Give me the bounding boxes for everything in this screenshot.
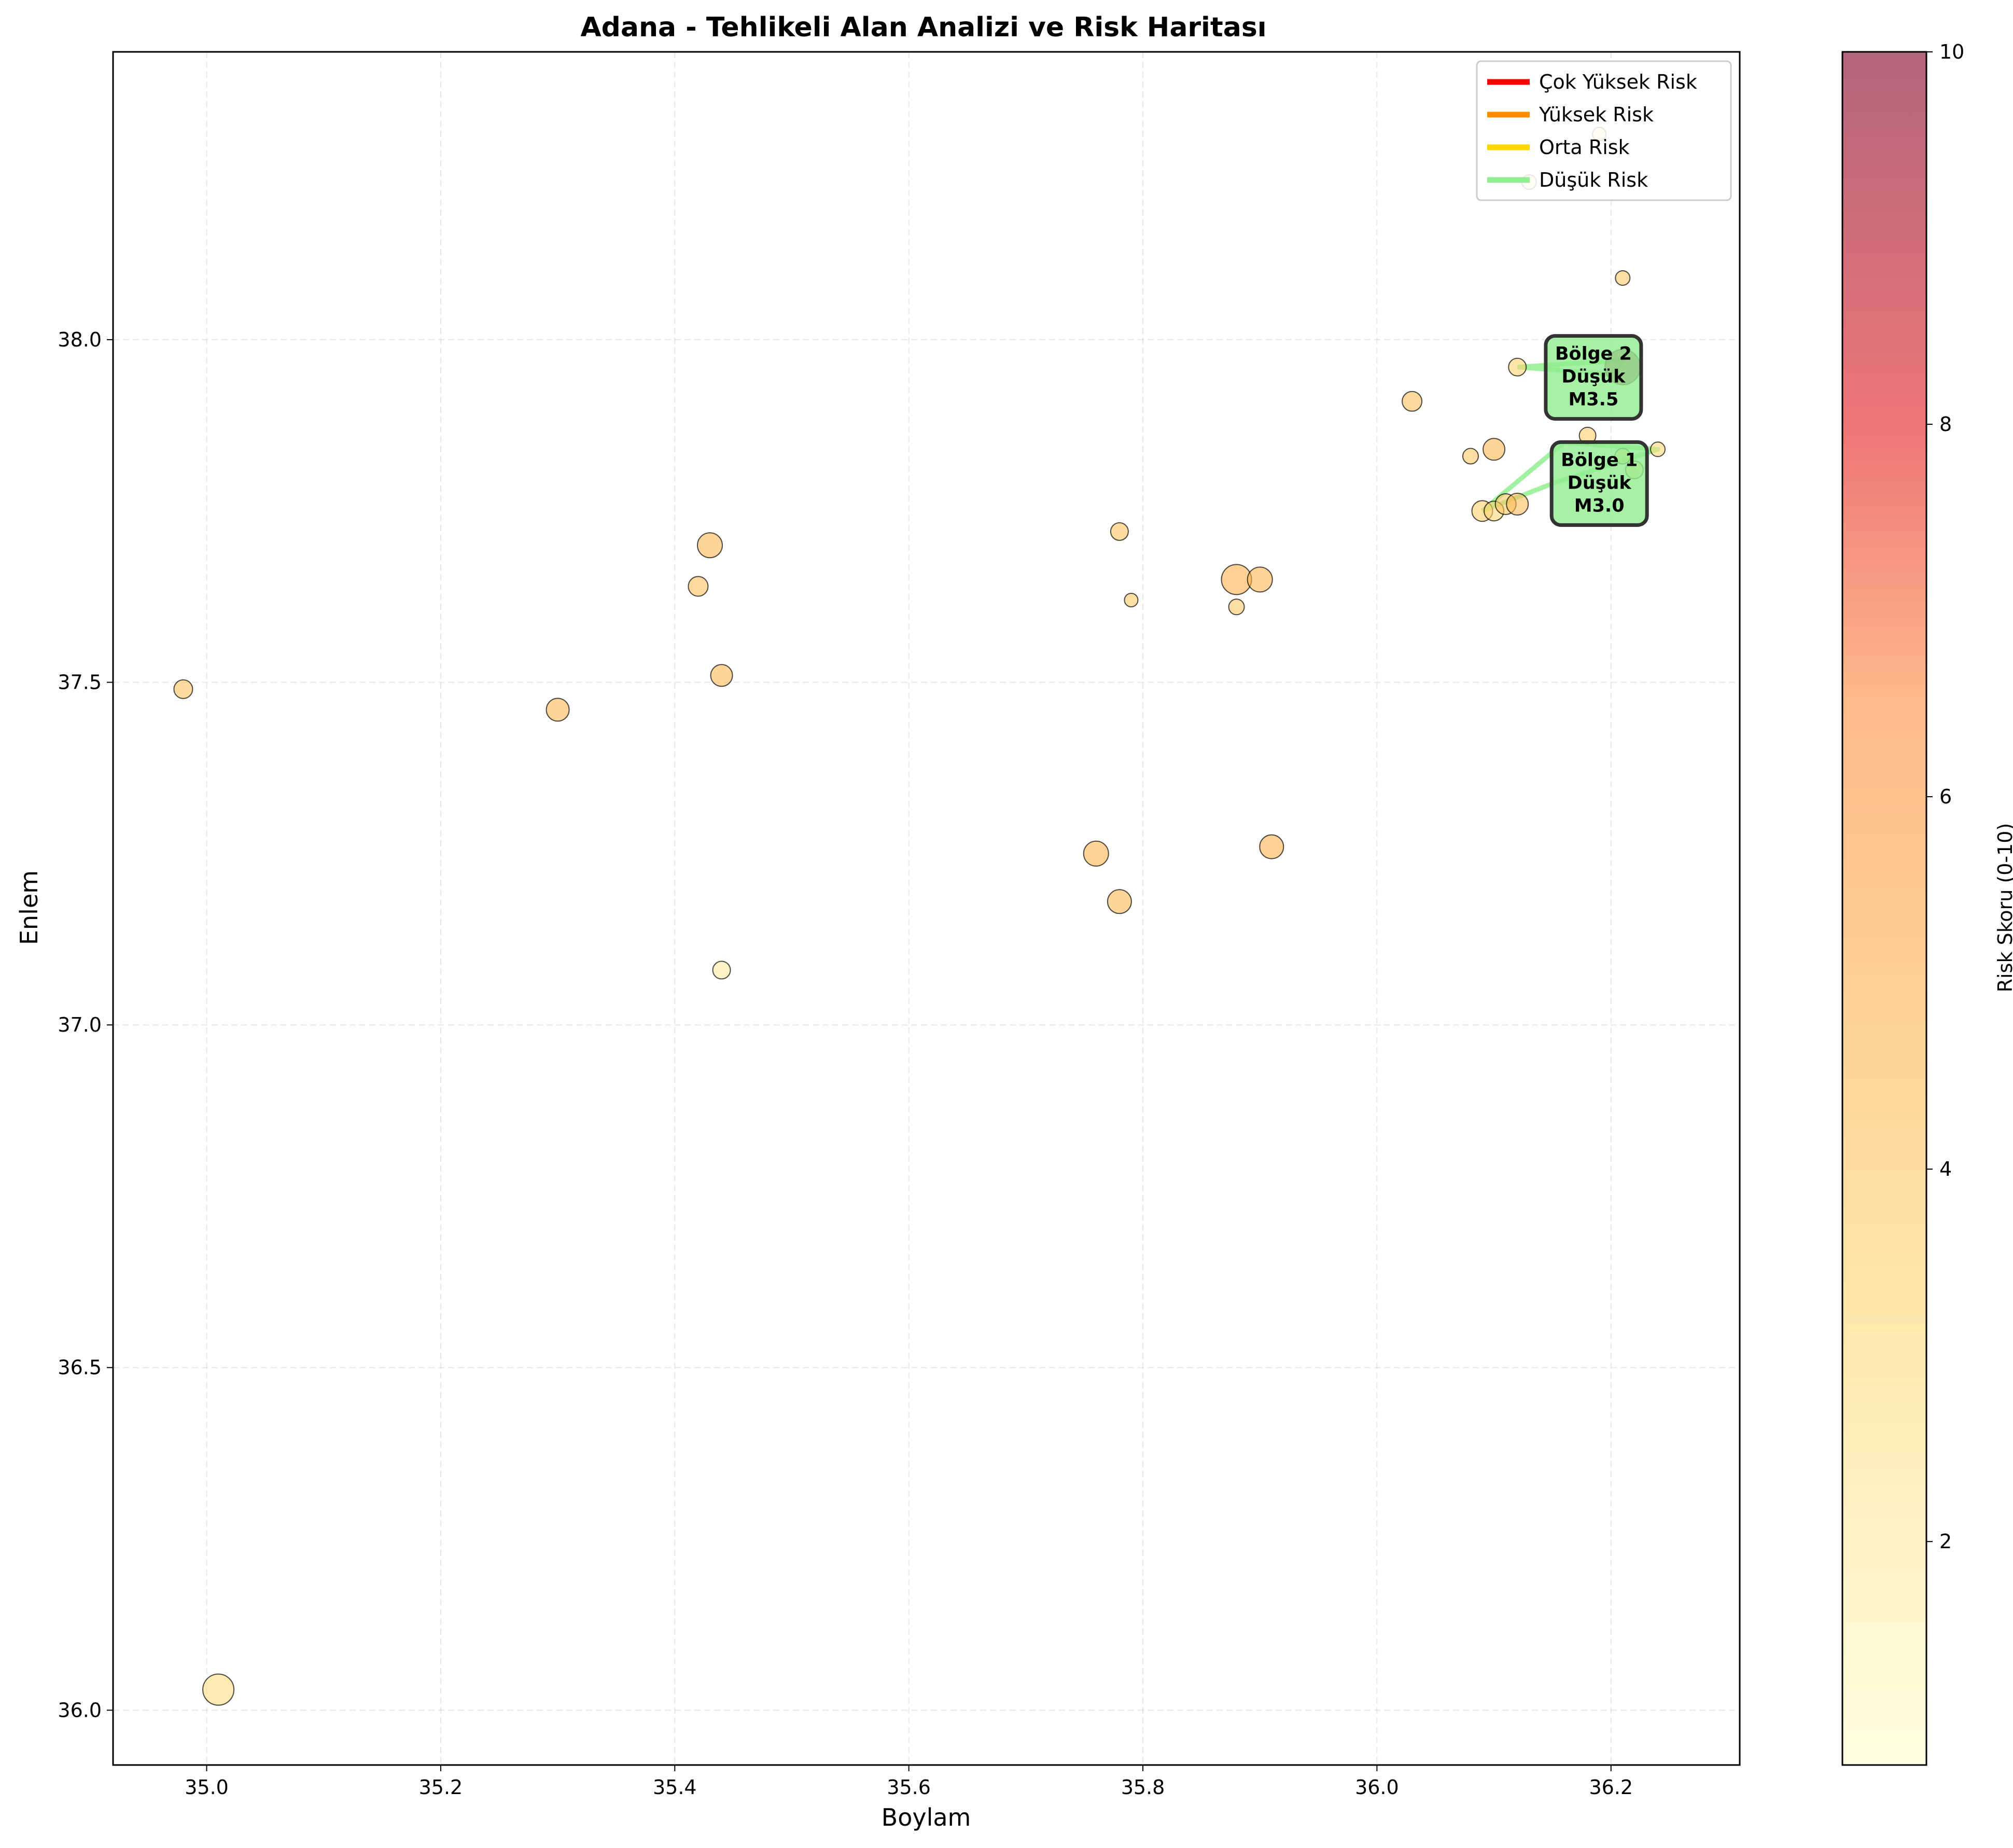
zone-label-text: Bölge 1 [1561,450,1638,470]
y-tick-label: 36.5 [58,1356,102,1379]
data-point [688,576,709,597]
zone-label-text: Düşük [1561,367,1626,387]
x-tick-label: 35.2 [419,1776,463,1799]
axis-ticks: 35.0 35.2 35.4 35.6 35.8 36.0 36.2 36.0 36.5 37.0… [58,328,1633,1799]
legend: Çok Yüksek Risk Yüksek Risk Orta Risk Düşük… [1476,60,1732,201]
data-point [710,664,733,687]
colorbar-label: Risk Skoru (0-10) [1994,823,2013,993]
y-tick-label: 37.5 [58,671,102,694]
x-tick-label: 35.6 [887,1776,931,1799]
data-point [173,679,193,699]
colorbar-frame [1841,51,1927,1766]
data-point [1650,441,1666,457]
data-point [202,1673,235,1706]
y-tick-label: 37.0 [58,1013,102,1036]
legend-box [1476,60,1732,201]
data-point [1083,840,1109,867]
data-point [1483,438,1506,461]
x-axis-label: Boylam [882,1803,971,1831]
colorbar-tick-label: 4 [1939,1158,1952,1180]
x-tick-label: 36.2 [1589,1776,1633,1799]
legend-label: Yüksek Risk [1539,103,1654,126]
colorbar: 2 4 6 8 10 Risk Skoru (0-10) [1841,40,2013,1766]
data-point [1228,599,1245,616]
zone-label-text: M3.5 [1568,390,1618,410]
data-point [1402,391,1423,412]
x-tick-label: 35.8 [1121,1776,1165,1799]
colorbar-tick-label: 6 [1939,785,1952,808]
x-tick-label: 36.0 [1355,1776,1399,1799]
grid [113,52,1740,1765]
data-point [1506,492,1529,516]
data-point [1462,448,1479,465]
colorbar-tick-label: 8 [1939,413,1952,436]
plot-area [113,52,1740,1765]
x-tick-label: 35.0 [185,1776,229,1799]
data-point [1247,566,1273,593]
zone-label-box [1549,440,1649,527]
data-point [1110,522,1129,541]
data-point [1508,357,1527,377]
legend-label: Çok Yüksek Risk [1539,71,1697,93]
colorbar-tick-label: 2 [1939,1530,1952,1553]
colorbar-tick-label: 10 [1939,40,1964,63]
y-axis-label: Enlem [15,870,43,945]
zone-label-text: Bölge 2 [1555,344,1632,365]
zone-label-box [1544,334,1643,421]
colorbar-gradient [1842,52,1926,1765]
data-point [1107,889,1132,914]
x-tick-label: 35.4 [653,1776,697,1799]
legend-label: Orta Risk [1539,136,1630,159]
data-point [1259,834,1284,859]
legend-label: Düşük Risk [1539,169,1648,191]
data-point [1615,270,1631,286]
zone-label-text: M3.0 [1574,495,1625,516]
chart-title: Adana - Tehlikeli Alan Analizi ve Risk H… [580,12,1266,43]
data-point [546,698,570,722]
y-tick-label: 36.0 [58,1699,102,1721]
data-point [696,532,723,559]
plot-frame [112,51,1741,1766]
zone-label-text: Düşük [1568,473,1632,493]
data-point [712,961,731,980]
y-tick-label: 38.0 [58,328,102,351]
data-point [1124,592,1139,607]
